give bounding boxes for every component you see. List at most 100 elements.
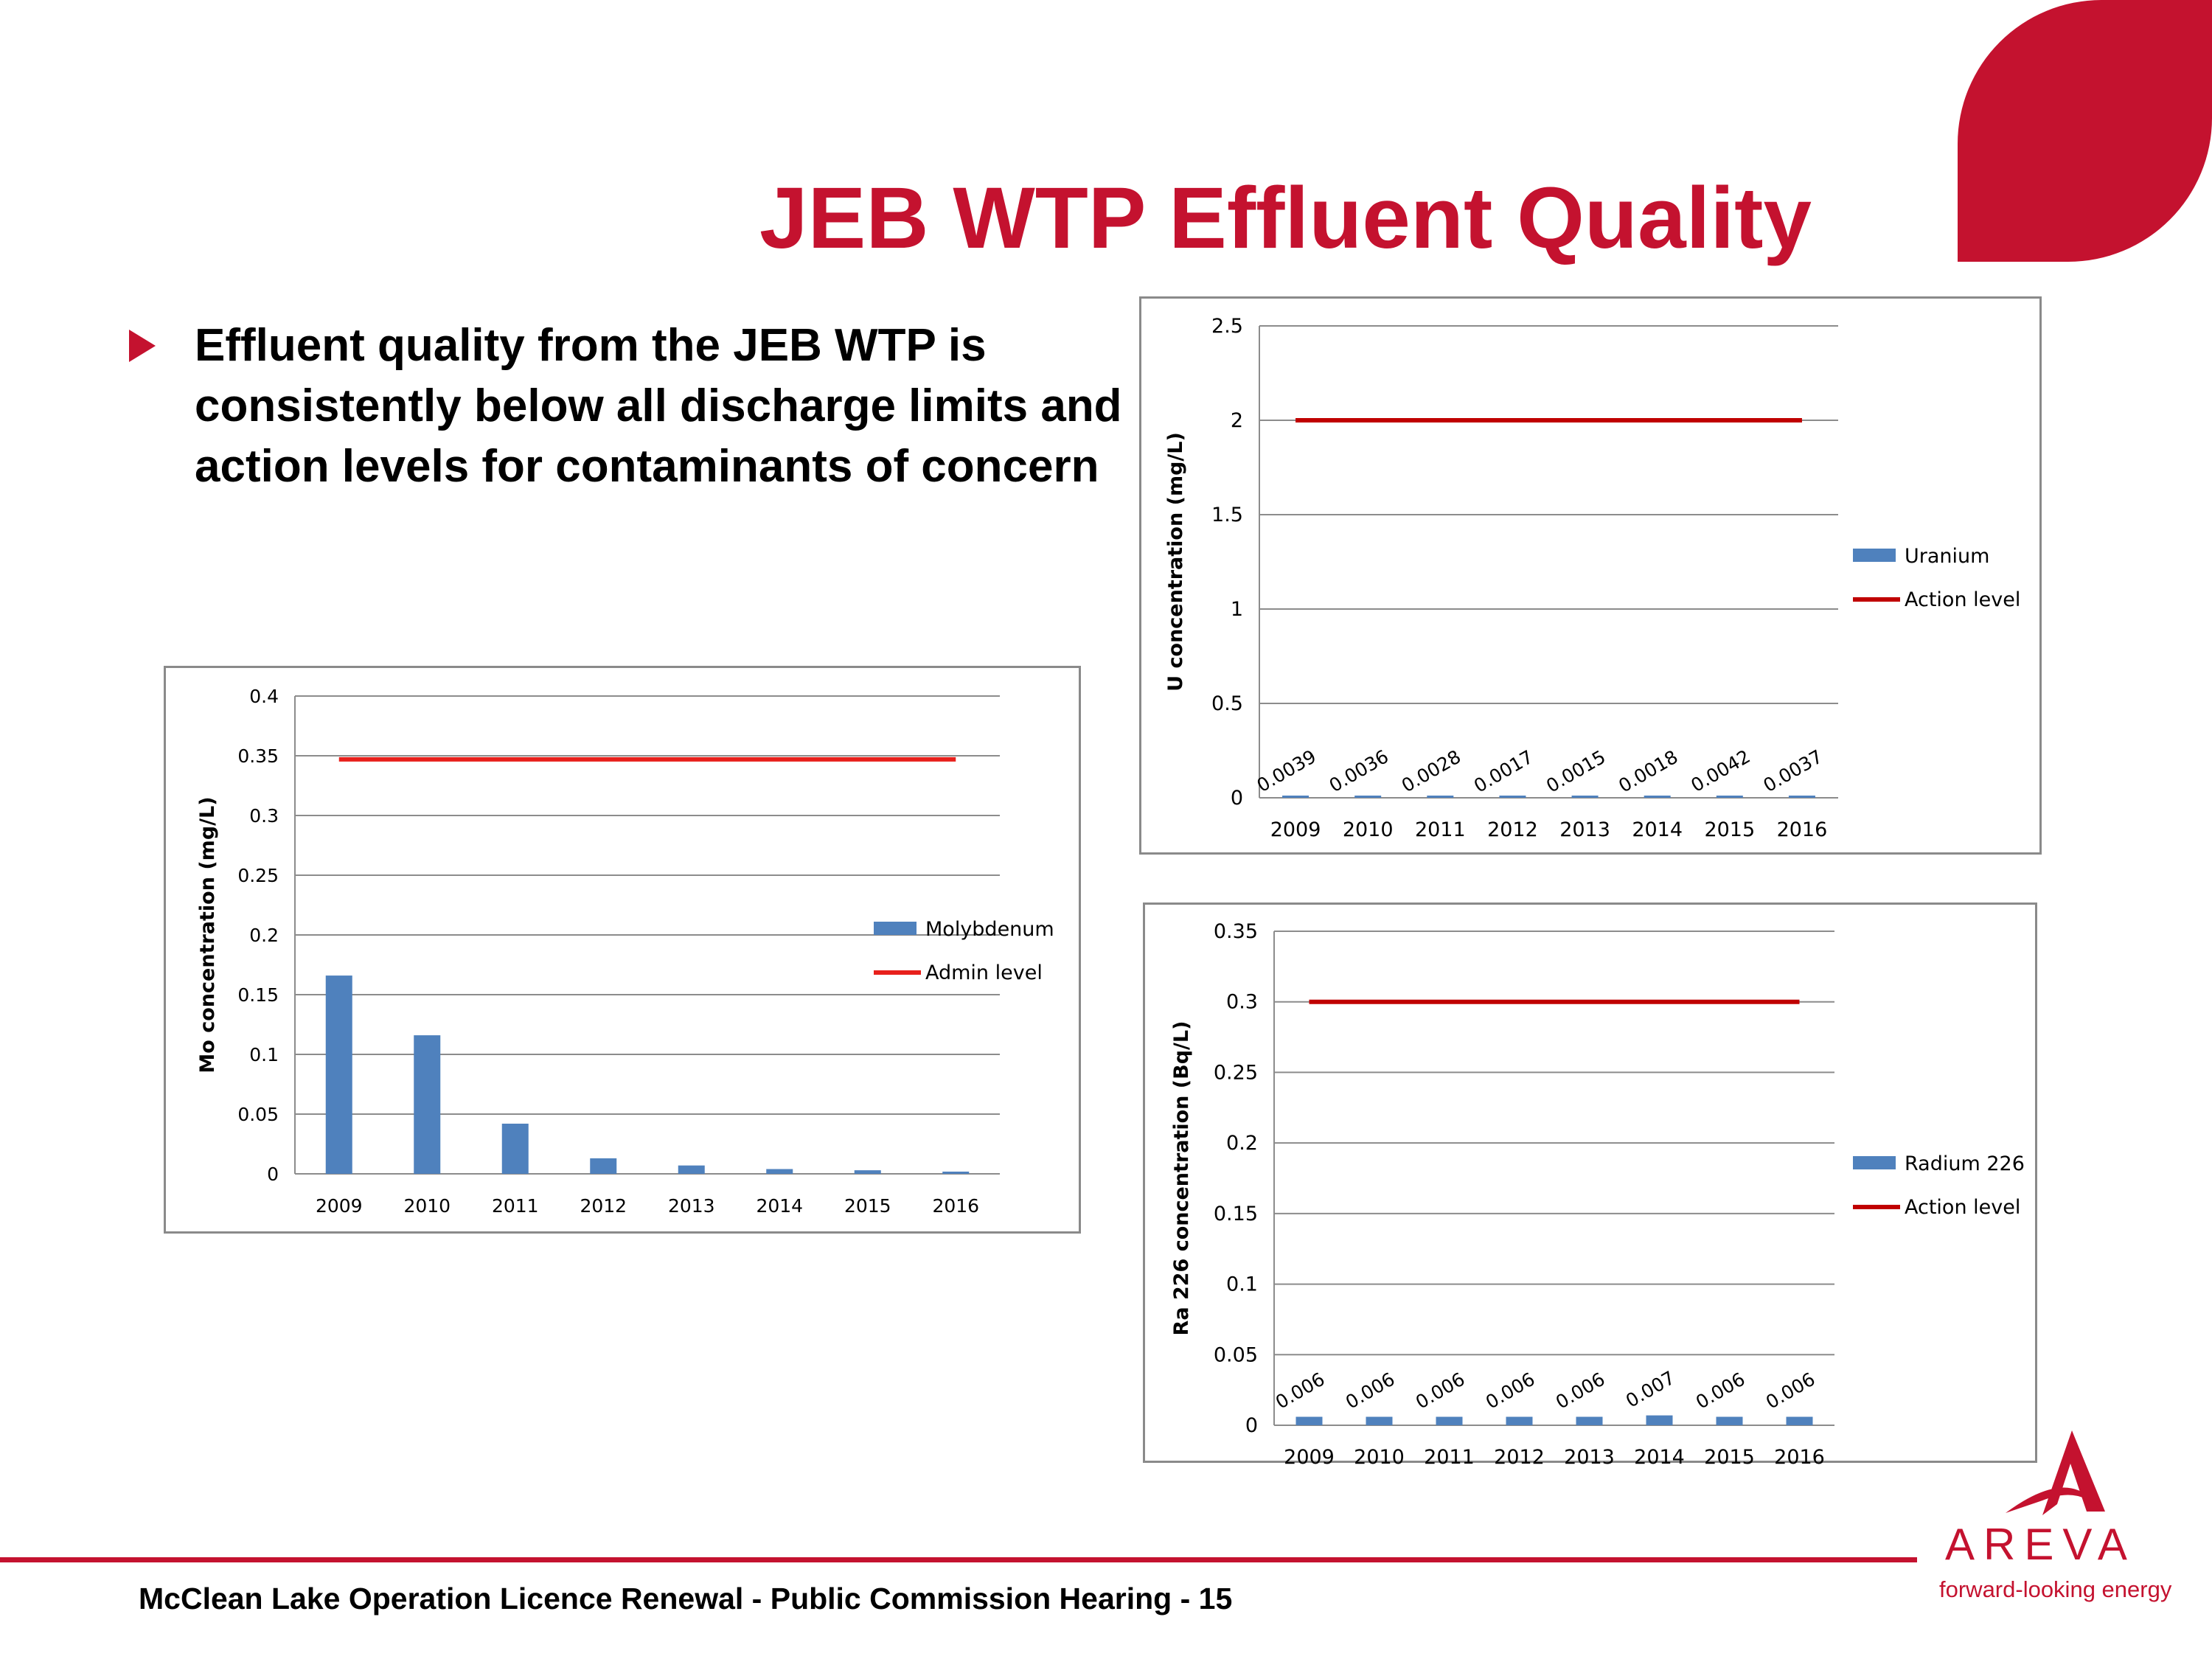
y-tick-label: 0 — [1245, 1414, 1258, 1437]
x-tick-label: 2011 — [492, 1195, 539, 1217]
data-label: 0.006 — [1552, 1368, 1608, 1413]
data-label: 0.006 — [1412, 1368, 1468, 1413]
y-tick-label: 0.05 — [237, 1104, 279, 1125]
y-axis-title: U concentration (mg/L) — [1164, 432, 1187, 692]
y-tick-label: 0.25 — [1214, 1061, 1258, 1084]
legend-swatch-bar — [874, 922, 917, 935]
radium-chart: 0 0.05 0.1 0.15 0.2 0.25 0.3 0.35 Ra 226 concent… — [1143, 902, 2037, 1465]
data-label: 0.0028 — [1398, 745, 1464, 796]
y-tick-label: 0.4 — [249, 686, 279, 707]
bar — [1354, 796, 1382, 798]
bar — [1436, 1416, 1463, 1425]
x-tick-label: 2015 — [1704, 818, 1755, 841]
bar — [678, 1165, 705, 1174]
y-tick-label: 0.5 — [1211, 692, 1243, 715]
bar — [1571, 796, 1599, 798]
y-tick-label: 2.5 — [1211, 315, 1243, 338]
data-label: 0.007 — [1622, 1367, 1678, 1412]
x-tick-label: 2010 — [1354, 1446, 1405, 1465]
footer-divider — [0, 1557, 1917, 1562]
y-tick-label: 0.1 — [249, 1044, 279, 1065]
x-tick-label: 2013 — [1564, 1446, 1615, 1465]
y-tick-label: 0.1 — [1226, 1273, 1258, 1296]
molybdenum-chart: 0 0.05 0.1 0.15 0.2 0.25 0.3 0.35 0.4 Mo concentr… — [164, 666, 1081, 1234]
y-tick-label: 0.3 — [249, 805, 279, 827]
bar — [1788, 796, 1815, 798]
y-tick-label: 0.2 — [249, 925, 279, 946]
legend-label: Admin level — [925, 961, 1043, 984]
legend-swatch-bar — [1853, 1156, 1896, 1169]
data-label: 0.0036 — [1326, 745, 1392, 796]
x-tick-label: 2012 — [580, 1195, 627, 1217]
bar — [325, 975, 352, 1174]
y-tick-label: 1.5 — [1211, 504, 1243, 526]
bar — [1576, 1416, 1603, 1425]
x-tick-label: 2011 — [1415, 818, 1466, 841]
legend-label: Uranium — [1905, 545, 1989, 568]
data-label: 0.0015 — [1543, 746, 1609, 797]
bar — [1282, 796, 1310, 798]
areva-logo-icon — [2006, 1430, 2105, 1515]
data-label: 0.006 — [1482, 1368, 1538, 1413]
bar — [1786, 1416, 1813, 1425]
data-label: 0.0017 — [1470, 746, 1537, 797]
bar — [1716, 1416, 1743, 1425]
y-tick-label: 0.25 — [237, 865, 279, 886]
x-tick-label: 2013 — [1559, 818, 1610, 841]
bar — [1716, 796, 1743, 798]
data-label: 0.0037 — [1760, 745, 1826, 796]
bullet-text: Effluent quality from the JEB WTP is con… — [195, 320, 1122, 492]
y-tick-label: 0.15 — [237, 984, 279, 1006]
x-tick-label: 2016 — [1774, 1446, 1825, 1465]
x-tick-label: 2016 — [932, 1195, 979, 1217]
bar — [854, 1170, 881, 1174]
y-tick-label: 0.3 — [1226, 991, 1258, 1014]
x-tick-label: 2014 — [756, 1195, 803, 1217]
x-tick-label: 2010 — [1343, 818, 1394, 841]
x-tick-label: 2013 — [668, 1195, 715, 1217]
x-tick-label: 2010 — [403, 1195, 451, 1217]
y-tick-label: 0.05 — [1214, 1343, 1258, 1366]
bar — [590, 1158, 617, 1174]
bar — [501, 1123, 529, 1174]
y-tick-label: 0 — [267, 1164, 279, 1185]
tagline: forward-looking energy — [1939, 1576, 2172, 1602]
bar — [1499, 796, 1526, 798]
y-tick-label: 0.2 — [1226, 1132, 1258, 1155]
y-tick-label: 2 — [1231, 409, 1243, 432]
x-tick-label: 2012 — [1494, 1446, 1545, 1465]
y-tick-label: 1 — [1231, 598, 1243, 621]
y-tick-label: 0.15 — [1214, 1203, 1258, 1225]
x-tick-label: 2014 — [1634, 1446, 1685, 1465]
data-label: 0.0039 — [1253, 745, 1320, 796]
ra-chart-svg: 0 0.05 0.1 0.15 0.2 0.25 0.3 0.35 Ra 226 concent… — [1170, 920, 2025, 1465]
bar — [414, 1035, 441, 1174]
mo-chart-svg: 0 0.05 0.1 0.15 0.2 0.25 0.3 0.35 0.4 Mo concentr… — [196, 686, 1054, 1217]
legend-label: Action level — [1905, 1196, 2020, 1219]
x-tick-label: 2009 — [316, 1195, 363, 1217]
logo-text: AREVA — [1945, 1520, 2136, 1569]
bar — [1644, 796, 1671, 798]
bullet-arrow-icon — [129, 330, 156, 362]
y-tick-label: 0.35 — [237, 745, 279, 767]
legend-swatch-bar — [1853, 549, 1896, 562]
bar — [942, 1172, 970, 1174]
data-label: 0.0018 — [1615, 746, 1681, 797]
u-chart-svg: 0 0.5 1 1.5 2 2.5 U concentration (mg/L) 2009 20… — [1164, 315, 2020, 841]
data-label: 0.0042 — [1687, 745, 1753, 796]
legend-label: Radium 226 — [1905, 1152, 2025, 1175]
legend-label: Action level — [1905, 588, 2020, 611]
bar — [1646, 1415, 1673, 1425]
bar — [1295, 1416, 1323, 1425]
x-tick-label: 2011 — [1424, 1446, 1475, 1465]
bar — [1366, 1416, 1393, 1425]
y-axis-title: Ra 226 concentration (Bq/L) — [1170, 1021, 1193, 1336]
y-tick-label: 0.35 — [1214, 920, 1258, 943]
bar — [1506, 1416, 1533, 1425]
data-label: 0.006 — [1762, 1368, 1818, 1413]
x-tick-label: 2016 — [1777, 818, 1828, 841]
corner-decoration — [1958, 0, 2212, 262]
bar — [766, 1169, 793, 1174]
legend-label: Molybdenum — [925, 918, 1054, 941]
data-label: 0.006 — [1692, 1368, 1748, 1413]
